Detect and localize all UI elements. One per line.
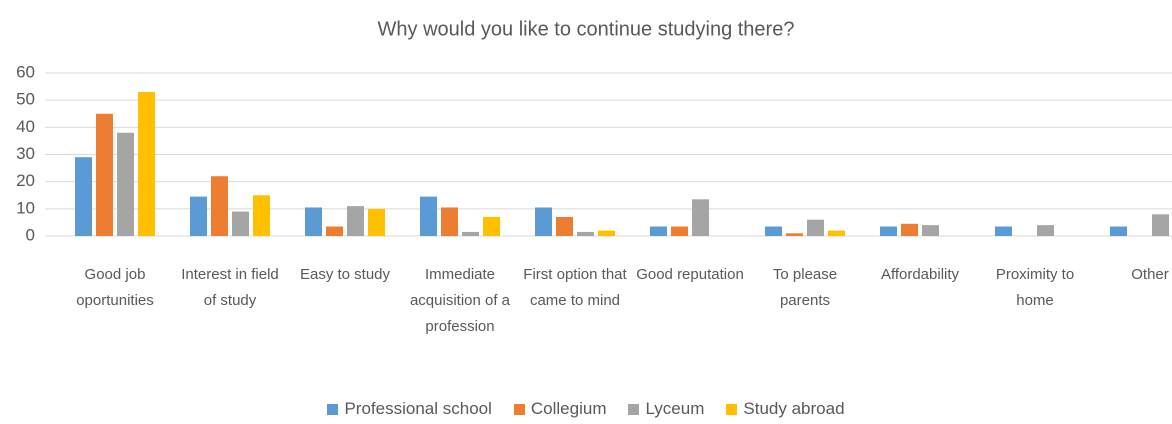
x-tick-label: Interest in field of study bbox=[181, 266, 279, 309]
bar bbox=[368, 208, 385, 236]
y-tick-label: 10 bbox=[16, 198, 35, 217]
bar bbox=[96, 113, 113, 236]
bar bbox=[598, 230, 615, 236]
bar bbox=[326, 226, 343, 236]
chart-title: Why would you like to continue studying … bbox=[378, 18, 795, 40]
x-tick-label: Easy to study bbox=[299, 266, 391, 283]
bar bbox=[807, 219, 824, 236]
y-tick-label: 40 bbox=[16, 117, 35, 136]
bar bbox=[462, 231, 479, 236]
bar bbox=[828, 230, 845, 236]
bar bbox=[692, 199, 709, 236]
bar bbox=[441, 207, 458, 236]
bar bbox=[305, 207, 322, 236]
x-tick-label: Other bbox=[1131, 266, 1169, 283]
bar bbox=[1110, 226, 1127, 236]
legend-swatch bbox=[513, 403, 525, 415]
bar bbox=[138, 92, 155, 237]
x-tick-label: Proximity to home bbox=[995, 266, 1075, 309]
legend-label: Professional school bbox=[344, 399, 492, 418]
bar bbox=[75, 157, 92, 236]
x-tick-label: Good job oportunities bbox=[76, 266, 154, 309]
bar bbox=[786, 233, 803, 236]
x-tick-label: Good reputation bbox=[636, 266, 744, 283]
bar bbox=[347, 206, 364, 236]
bar bbox=[1152, 214, 1169, 236]
legend-label: Study abroad bbox=[743, 399, 845, 418]
bar bbox=[901, 223, 918, 236]
y-tick-label: 50 bbox=[16, 90, 35, 109]
bar bbox=[535, 207, 552, 236]
bar bbox=[211, 176, 228, 236]
legend-swatch bbox=[726, 403, 738, 415]
y-tick-label: 0 bbox=[26, 225, 35, 244]
x-tick-label: To please parents bbox=[772, 266, 838, 309]
bar bbox=[577, 231, 594, 236]
legend-swatch bbox=[327, 403, 339, 415]
x-tick-label: Immediate acquisition of a profession bbox=[409, 266, 511, 335]
y-tick-label: 60 bbox=[16, 62, 35, 81]
bar bbox=[117, 132, 134, 236]
bar bbox=[483, 216, 500, 236]
bar bbox=[765, 226, 782, 236]
bar bbox=[880, 226, 897, 236]
bar bbox=[253, 195, 270, 236]
bar bbox=[650, 226, 667, 236]
bar bbox=[232, 211, 249, 236]
bar bbox=[1037, 225, 1054, 236]
legend-swatch bbox=[628, 403, 640, 415]
bar bbox=[420, 196, 437, 236]
y-tick-label: 30 bbox=[16, 144, 35, 163]
legend-item: Lyceum bbox=[628, 399, 704, 419]
bar bbox=[995, 226, 1012, 236]
x-tick-label: Affordability bbox=[880, 266, 960, 283]
bar bbox=[671, 226, 688, 236]
legend-item: Study abroad bbox=[726, 399, 845, 419]
legend-label: Collegium bbox=[530, 399, 607, 418]
y-tick-label: 20 bbox=[16, 171, 35, 190]
legend-item: Collegium bbox=[513, 399, 607, 419]
bar bbox=[922, 225, 939, 236]
bar bbox=[556, 216, 573, 236]
legend: Professional school Collegium Lyceum Study … bbox=[0, 399, 1172, 419]
bar bbox=[190, 196, 207, 236]
x-tick-label: First option that came to mind bbox=[523, 266, 627, 309]
legend-label: Lyceum bbox=[645, 399, 705, 418]
legend-item: Professional school bbox=[327, 399, 492, 419]
